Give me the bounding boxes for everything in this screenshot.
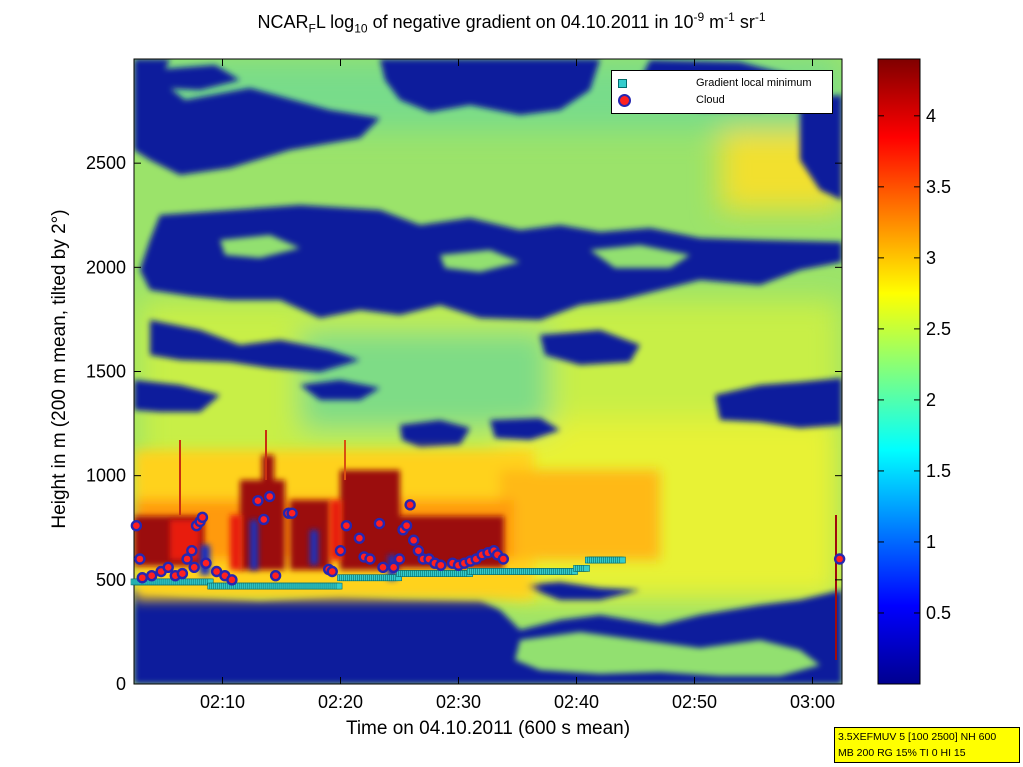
cloud-marker [286, 507, 298, 519]
cloud-marker [407, 534, 420, 546]
gradient-minimum-series [130, 556, 626, 590]
legend-item-gradient-minimum: Gradient local minimum [618, 76, 812, 90]
cloud-marker [162, 561, 174, 574]
y-tick-label: 1000 [86, 466, 126, 486]
y-axis-label: Height in m (200 m mean, tilted by 2°) [49, 209, 70, 529]
colorbar-tick-label: 3 [926, 248, 936, 268]
minimum-marker [335, 582, 343, 590]
colorbar-ticks: 0.5 1 1.5 2 2.5 3 3.5 4 [878, 106, 951, 623]
colorbar [877, 58, 921, 685]
cloud-marker [196, 511, 209, 524]
cloud-marker [364, 553, 376, 565]
cloud-marker [435, 559, 447, 571]
cloud-marker [404, 499, 416, 511]
cloud-marker [353, 532, 366, 544]
cloud-marker [188, 561, 200, 574]
cloud-marker [400, 519, 413, 532]
cloud-marker [181, 553, 193, 565]
cloud-marker [264, 490, 276, 503]
cloud-marker [226, 574, 238, 586]
minimum-marker [619, 556, 626, 564]
cloud-marker [269, 569, 282, 582]
legend: Gradient local minimum Cloud [611, 70, 833, 114]
cloud-marker [377, 561, 389, 574]
cloud-marker [833, 553, 846, 565]
colorbar-tick-label: 4 [926, 106, 936, 126]
colorbar-tick-label: 1.5 [926, 461, 951, 481]
axes: 02:10 02:20 02:30 02:40 02:50 03:00 0 500 1000 15… [86, 58, 843, 712]
y-tick-label: 1500 [86, 362, 126, 382]
colorbar-tick-label: 2 [926, 390, 936, 410]
cloud-marker [176, 567, 189, 580]
x-tick-label: 02:30 [436, 692, 481, 712]
cloud-marker [252, 494, 264, 507]
cloud-marker [334, 544, 347, 557]
cloud-marker [200, 557, 212, 569]
cloud-marker [134, 553, 146, 565]
y-tick-label: 2500 [86, 153, 126, 173]
x-tick-label: 02:20 [318, 692, 363, 712]
stamp-line-1: 3.5XEFMUV 5 [100 2500] NH 600 [838, 731, 997, 743]
y-tick-label: 500 [96, 570, 126, 590]
stamp-line-2: MB 200 RG 15% TI 0 HI 15 [838, 747, 966, 759]
y-tick-label: 2000 [86, 257, 126, 277]
cloud-marker [497, 553, 510, 565]
cloud-marker [340, 519, 353, 532]
x-tick-label: 02:50 [672, 692, 717, 712]
y-tick-label: 0 [116, 674, 126, 694]
cloud-marker [387, 561, 400, 574]
cloud-marker [145, 569, 158, 582]
x-tick-label: 02:10 [200, 692, 245, 712]
cloud-marker [412, 544, 425, 557]
x-tick-label: 03:00 [790, 692, 835, 712]
cloud-marker [130, 519, 143, 532]
cloud-series [130, 490, 846, 586]
circle-marker-icon [618, 93, 631, 107]
chart-title: NCARFL log10 of negative gradient on 04.… [257, 10, 766, 36]
x-axis-label: Time on 04.10.2011 (600 s mean) [345, 718, 631, 739]
cloud-marker [326, 565, 338, 578]
cloud-marker [373, 517, 386, 530]
colorbar-tick-label: 0.5 [926, 603, 951, 623]
cloud-marker [186, 544, 198, 557]
x-tick-label: 02:40 [554, 692, 599, 712]
heatmap-field [134, 59, 842, 684]
colorbar-tick-label: 2.5 [926, 319, 951, 339]
minimum-marker [583, 565, 590, 572]
parameter-stamp: 3.5XEFMUV 5 [100 2500] NH 600 MB 200 RG … [834, 727, 1020, 763]
colorbar-tick-label: 1 [926, 532, 936, 552]
legend-item-cloud: Cloud [618, 93, 725, 107]
colorbar-tick-label: 3.5 [926, 177, 951, 197]
cloud-marker [258, 513, 270, 526]
cloud-marker [136, 572, 148, 584]
cloud-marker [393, 553, 406, 565]
square-marker-icon [618, 78, 627, 88]
